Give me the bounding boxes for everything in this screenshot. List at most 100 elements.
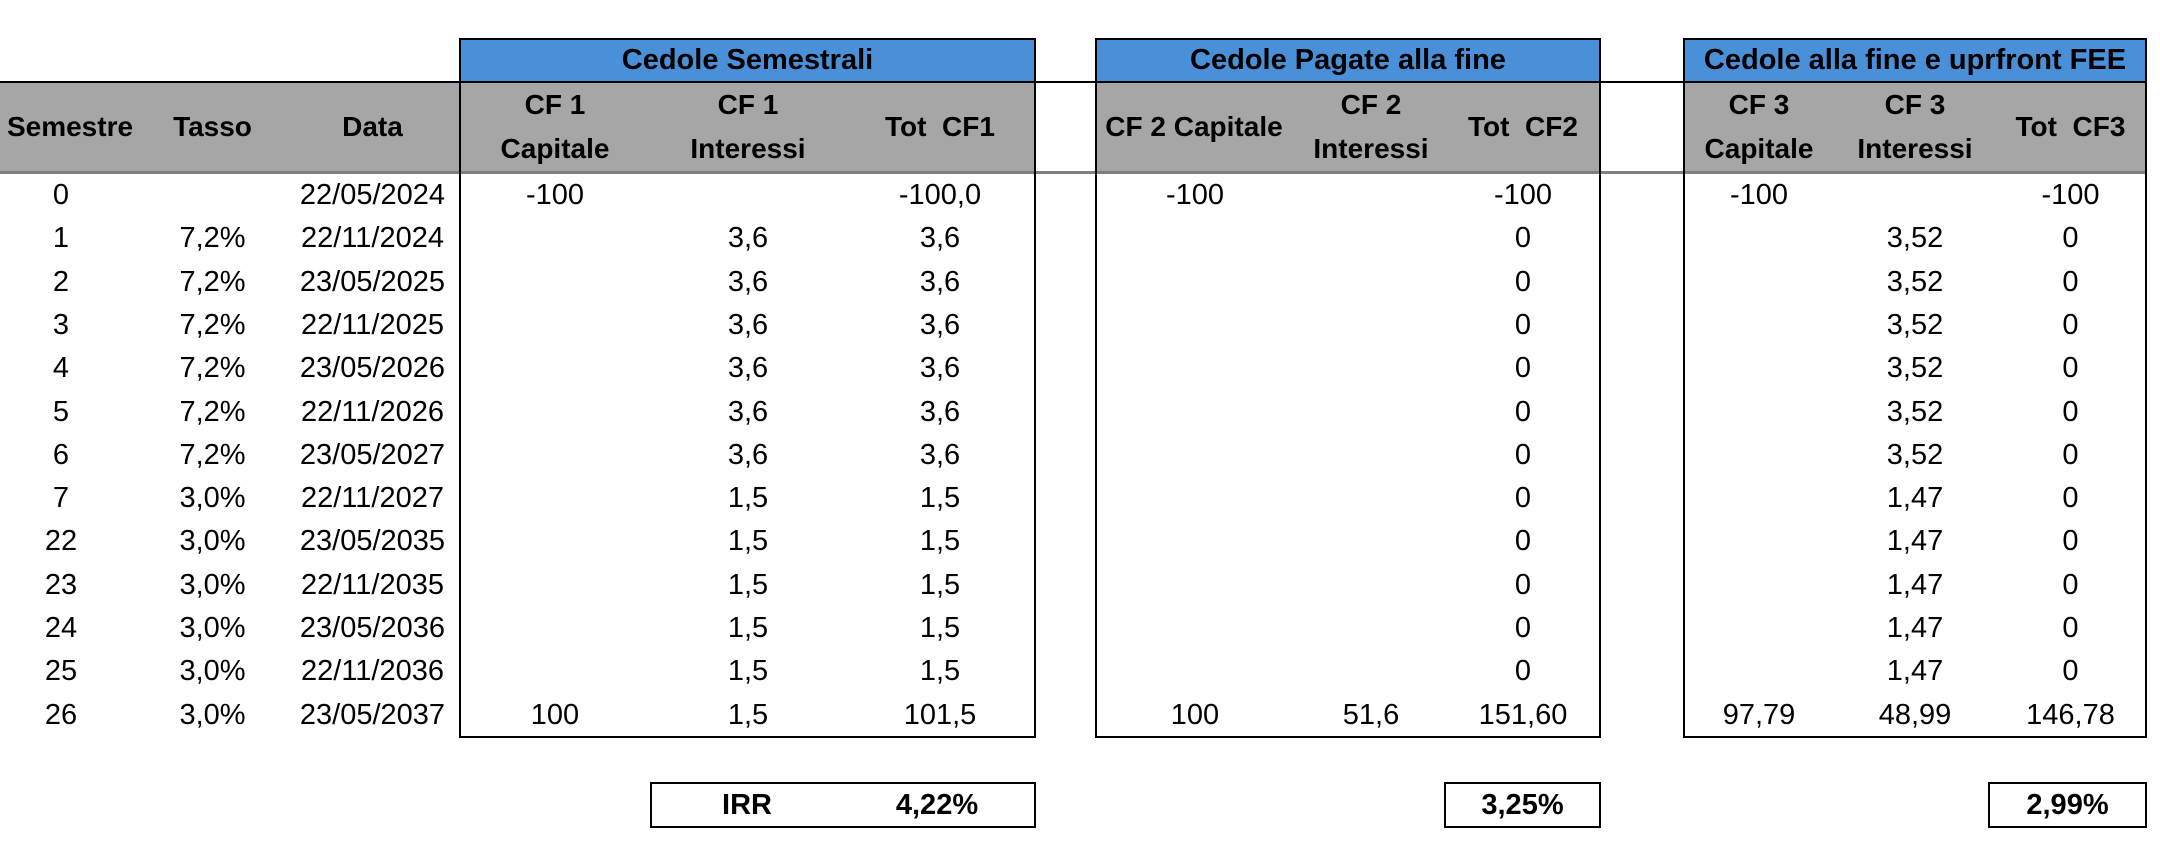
irr-label: IRR [722, 788, 772, 821]
cell-semestre: 6 [52, 438, 70, 471]
cell-data: 22/11/2027 [301, 482, 444, 515]
cell-cf2-interessi [1296, 434, 1446, 477]
cell-cf3-capitale: -100 [1729, 179, 1789, 211]
header-text: Semestre [6, 111, 134, 142]
cell-cf1-interessi: 3,6 [727, 308, 769, 341]
cell-cf2-interessi [1296, 304, 1446, 347]
header-text: CF 2 [1340, 89, 1402, 120]
cell-cf3-tot: -100 [2041, 179, 2100, 211]
cell-cf3-capitale [1688, 434, 1830, 477]
cell-cf1-tot: 1,5 [919, 525, 961, 558]
cell-data: 23/05/2036 [299, 612, 446, 644]
header-text: Tot CF3 [2015, 111, 2126, 142]
header-text: Interessi [1313, 133, 1429, 164]
header-cf2-tot: Tot CF2 [1446, 82, 1600, 172]
cell-tasso: 3,0% [179, 698, 246, 731]
cell-cf1-interessi: 3,6 [727, 265, 769, 298]
cell-cf3-capitale: 97,79 [1722, 698, 1796, 731]
cell-cf1-capitale [480, 607, 630, 650]
cell-cf1-capitale [480, 434, 630, 477]
table-border-cf3 [1683, 38, 2147, 738]
cell-cf3-interessi [1840, 174, 1990, 217]
cell-data: 22/11/2025 [301, 308, 444, 341]
header-text: Interessi [1857, 133, 1973, 164]
cell-cf3-interessi: 1,47 [1886, 482, 1944, 515]
cell-cf2-capitale [1120, 564, 1270, 607]
cell-cf3-interessi: 3,52 [1886, 265, 1944, 298]
header-text: Tasso [173, 111, 252, 142]
header-cf3-capitale: CF 3 Capitale [1688, 82, 1830, 172]
cell-cf2-tot: 0 [1514, 222, 1532, 255]
cell-cf1-interessi: 1,5 [727, 525, 769, 558]
cell-data: 22/11/2024 [301, 222, 444, 255]
cell-cf1-capitale [480, 477, 630, 520]
cell-tasso: 7,2% [179, 395, 246, 428]
cell-cf2-interessi [1296, 347, 1446, 390]
cell-cf1-interessi: 3,6 [727, 352, 769, 385]
cell-tasso: 3,0% [179, 482, 246, 515]
cell-tasso: 3,0% [179, 655, 246, 688]
table-border-cf1 [459, 38, 1036, 738]
cell-data: 23/05/2035 [299, 525, 446, 558]
group-title-text: Cedole Semestrali [621, 43, 874, 76]
cell-cf3-capitale [1688, 520, 1830, 563]
header-text: CF 2 Capitale [1105, 111, 1283, 142]
header-band-left [0, 82, 460, 172]
cell-cf1-interessi: 1,5 [727, 698, 769, 731]
cell-cf2-tot: 0 [1514, 265, 1532, 298]
header-cf1-tot: Tot CF1 [860, 82, 1020, 172]
cell-cf3-tot: 0 [2062, 265, 2079, 298]
cell-cf1-tot: -100,0 [898, 179, 982, 211]
cell-cf2-tot: 0 [1514, 655, 1532, 688]
header-cf2-interessi: CF 2 Interessi [1296, 82, 1446, 172]
group-title-text: Cedole Pagate alla fine [1190, 43, 1506, 76]
cell-cf2-interessi [1296, 607, 1446, 650]
cell-cf2-capitale [1120, 477, 1270, 520]
irr-box-cf2: 3,25% [1444, 782, 1601, 828]
cell-cf2-capitale [1120, 261, 1270, 304]
cell-cf2-tot: 0 [1514, 612, 1532, 644]
header-data: Data [285, 82, 460, 172]
cell-cf3-interessi: 3,52 [1886, 352, 1944, 385]
cell-cf2-interessi [1296, 564, 1446, 607]
header-text: Capitale [1704, 133, 1814, 164]
header-text: Capitale [500, 133, 610, 164]
cell-cf3-tot: 0 [2062, 612, 2079, 644]
cell-data: 22/11/2035 [301, 568, 444, 601]
cell-data: 22/11/2026 [301, 395, 444, 428]
cell-cf1-tot: 3,6 [919, 265, 961, 298]
cell-cf1-capitale: 100 [530, 698, 580, 731]
header-text: CF 3 [1728, 89, 1790, 120]
header-bottom-rule [0, 171, 2146, 174]
cell-cf3-tot: 0 [2062, 482, 2079, 515]
cell-cf1-capitale [480, 520, 630, 563]
cell-cf3-tot: 0 [2062, 395, 2079, 428]
cell-cf3-tot: 0 [2062, 568, 2079, 601]
cell-cf3-interessi: 1,47 [1886, 655, 1944, 688]
irr-box-cf1: IRR 4,22% [650, 782, 1036, 828]
header-cf3-interessi: CF 3 Interessi [1840, 82, 1990, 172]
header-text: CF 3 [1884, 89, 1946, 120]
header-text: CF 1 [717, 89, 779, 120]
cell-cf3-interessi: 1,47 [1886, 568, 1944, 601]
cell-cf1-capitale [480, 261, 630, 304]
cell-tasso: 7,2% [179, 352, 246, 385]
irr-box-cf3: 2,99% [1988, 782, 2147, 828]
header-text: Data [342, 111, 403, 142]
cell-semestre: 25 [44, 655, 78, 688]
cell-cf3-tot: 0 [2062, 308, 2079, 341]
cell-cf1-tot: 1,5 [919, 612, 961, 644]
cell-cf1-capitale [480, 304, 630, 347]
cell-cf1-tot: 101,5 [903, 698, 977, 731]
cell-tasso: 7,2% [179, 265, 246, 298]
cell-cf3-tot: 0 [2062, 655, 2079, 688]
cell-cf2-tot: 0 [1514, 438, 1532, 471]
cell-cf3-interessi: 48,99 [1878, 698, 1952, 731]
cell-cf1-capitale [480, 564, 630, 607]
cell-cf3-tot: 0 [2062, 352, 2079, 385]
cell-cf3-interessi: 1,47 [1886, 612, 1944, 644]
cell-cf2-capitale [1120, 650, 1270, 693]
cell-cf1-interessi: 3,6 [727, 222, 769, 255]
cell-cf1-interessi [668, 174, 828, 217]
cell-cf2-capitale [1120, 304, 1270, 347]
